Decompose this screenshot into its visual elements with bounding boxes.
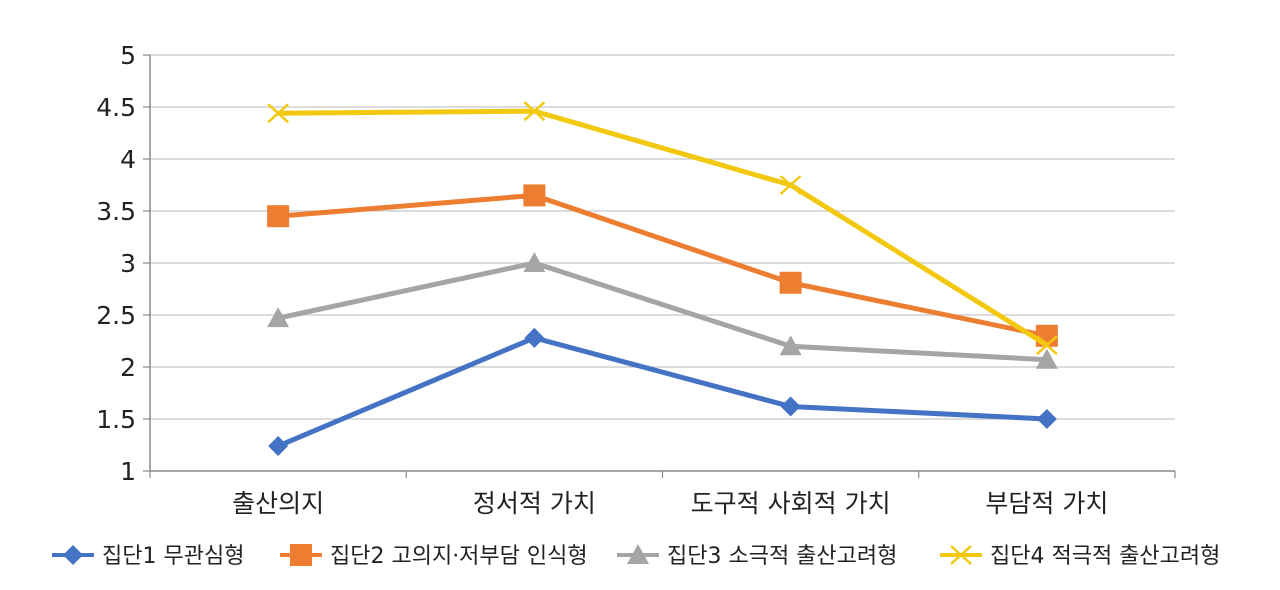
data-point (268, 436, 289, 457)
legend-label: 집단3 소극적 출산고려형 (667, 544, 897, 569)
x-tick-label: 부담적 가치 (985, 489, 1108, 518)
data-point (523, 101, 546, 122)
series-line (277, 192, 1048, 339)
series-4 (267, 101, 1058, 356)
y-tick-label: 4 (120, 145, 136, 174)
data-point (523, 252, 546, 272)
data-point (267, 103, 289, 124)
legend-marker (950, 545, 972, 565)
legend-marker (627, 544, 649, 564)
data-point (1036, 409, 1057, 429)
y-tick-label: 3 (120, 249, 136, 278)
data-point (780, 396, 801, 417)
x-tick-label: 정서적 가치 (473, 489, 596, 518)
data-point (1036, 335, 1058, 356)
series-1 (268, 327, 1057, 457)
x-tick-label: 도구적 사회적 가치 (691, 489, 891, 518)
y-tick-label: 1.5 (96, 405, 136, 434)
series-line (278, 108, 1049, 348)
legend-item: 집단4 적극적 출산고려형 (940, 544, 1220, 569)
data-point (523, 184, 546, 207)
data-point (524, 327, 545, 348)
legend-item: 집단2 고의지·저부담 인식형 (280, 544, 588, 569)
series-line (277, 335, 1047, 449)
y-tick-label: 4.5 (96, 93, 136, 122)
y-tick-label: 2.5 (96, 301, 136, 330)
y-tick-label: 1 (120, 457, 136, 486)
legend-label: 집단4 적극적 출산고려형 (990, 544, 1220, 569)
legend-item: 집단1 무관심형 (52, 544, 244, 569)
data-point (779, 175, 802, 195)
y-tick-label: 5 (120, 41, 136, 70)
series-line (277, 260, 1048, 363)
legend: 집단1 무관심형 집단2 고의지·저부담 인식형 집단3 소극적 출산고려형 집단4 … (52, 544, 1220, 569)
legend-label: 집단1 무관심형 (102, 544, 244, 569)
x-tick-label: 출산의지 (232, 489, 324, 518)
legend-marker (290, 544, 312, 566)
data-point (779, 271, 802, 294)
y-tick-label: 3.5 (96, 197, 136, 226)
data-point (267, 205, 290, 228)
data-point (1035, 348, 1058, 369)
y-tick-label: 2 (120, 353, 136, 382)
series-3 (267, 252, 1058, 369)
data-point (267, 307, 290, 328)
series-2 (267, 184, 1058, 347)
legend-label: 집단2 고의지·저부담 인식형 (330, 544, 588, 569)
legend-item: 집단3 소극적 출산고려형 (617, 544, 897, 569)
legend-marker (63, 545, 83, 565)
data-point (779, 335, 802, 356)
